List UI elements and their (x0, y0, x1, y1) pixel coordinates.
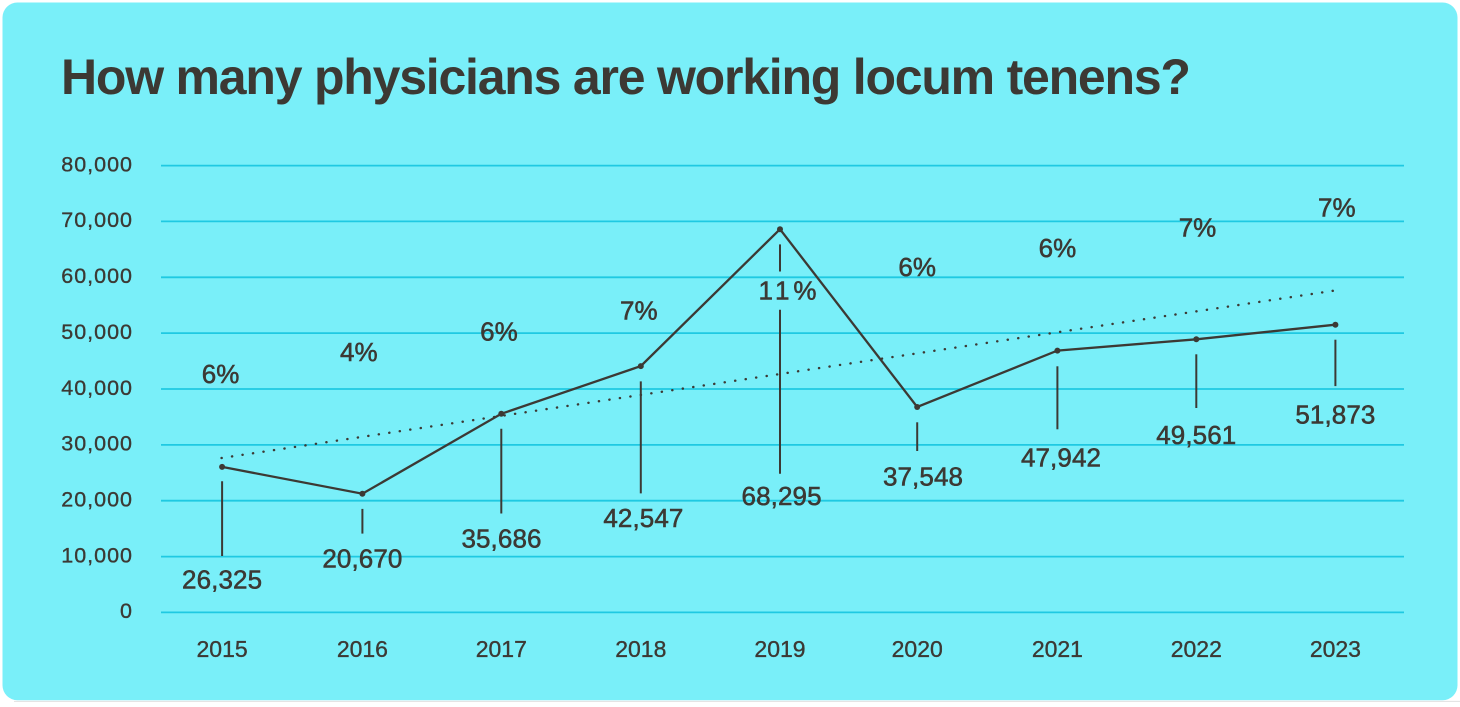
svg-text:0: 0 (120, 599, 133, 623)
svg-text:2016: 2016 (337, 636, 388, 662)
svg-text:6%: 6% (202, 359, 240, 389)
svg-text:2017: 2017 (476, 636, 527, 662)
svg-text:42,547: 42,547 (603, 503, 683, 533)
svg-text:49,561: 49,561 (1156, 420, 1236, 450)
svg-text:70,000: 70,000 (61, 208, 133, 232)
svg-text:7%: 7% (1318, 193, 1356, 223)
svg-text:60,000: 60,000 (61, 264, 133, 288)
svg-text:10,000: 10,000 (61, 543, 133, 567)
svg-text:2018: 2018 (615, 636, 666, 662)
svg-text:7%: 7% (1179, 212, 1217, 242)
svg-text:7%: 7% (620, 296, 658, 326)
svg-text:2020: 2020 (892, 636, 943, 662)
svg-text:6%: 6% (898, 252, 936, 282)
svg-text:20,670: 20,670 (322, 543, 402, 573)
svg-text:How many physicians are workin: How many physicians are working locum te… (61, 49, 1190, 105)
svg-text:40,000: 40,000 (61, 376, 133, 400)
svg-text:2021: 2021 (1032, 636, 1083, 662)
svg-text:2023: 2023 (1310, 636, 1361, 662)
svg-text:50,000: 50,000 (61, 320, 133, 344)
svg-text:47,942: 47,942 (1021, 442, 1101, 472)
svg-text:2015: 2015 (197, 636, 248, 662)
svg-text:20,000: 20,000 (61, 488, 133, 512)
svg-text:2019: 2019 (754, 636, 805, 662)
svg-text:80,000: 80,000 (61, 152, 133, 176)
svg-text:37,548: 37,548 (883, 461, 963, 491)
svg-text:4%: 4% (340, 337, 378, 367)
svg-text:6%: 6% (1039, 233, 1077, 263)
svg-text:11%: 11% (758, 275, 820, 305)
svg-text:51,873: 51,873 (1295, 399, 1375, 429)
svg-text:30,000: 30,000 (61, 432, 133, 456)
svg-text:6%: 6% (480, 316, 518, 346)
svg-text:2022: 2022 (1171, 636, 1222, 662)
svg-text:26,325: 26,325 (182, 565, 262, 595)
svg-text:68,295: 68,295 (742, 481, 822, 511)
svg-text:35,686: 35,686 (461, 524, 541, 554)
